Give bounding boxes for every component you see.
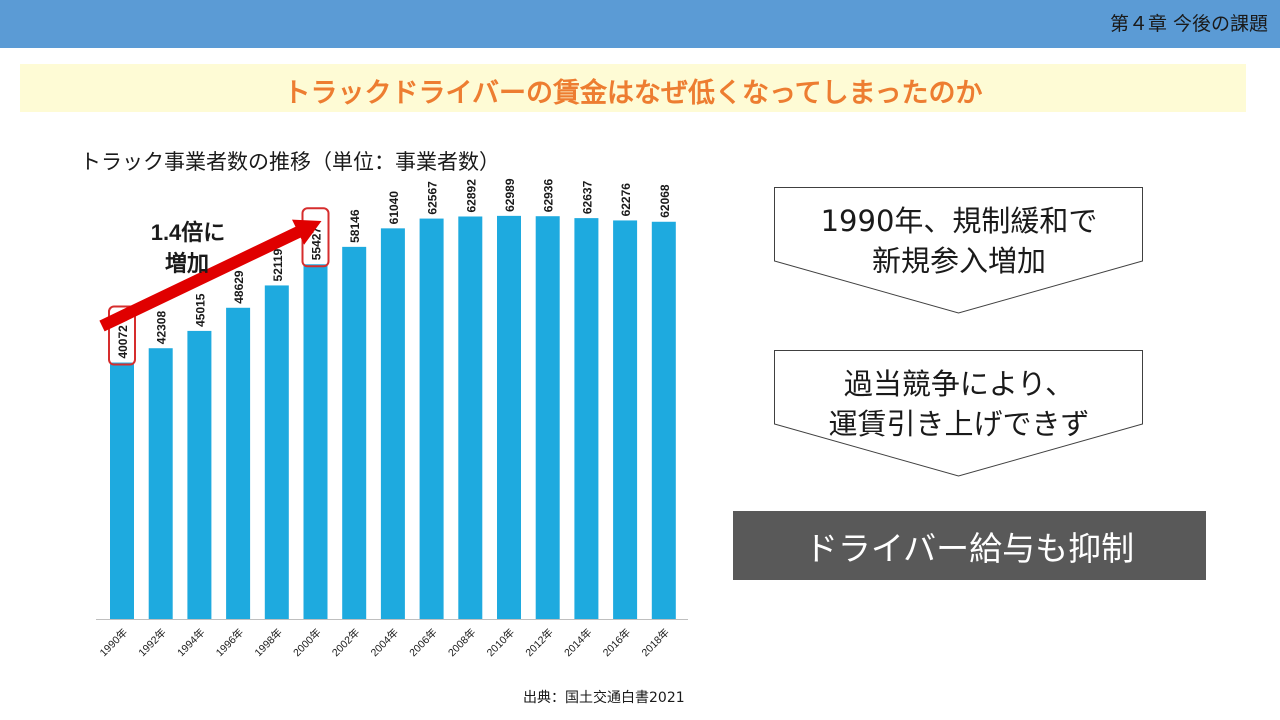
bar-2002年 bbox=[342, 246, 367, 619]
bar-2010年 bbox=[497, 215, 521, 619]
callout-1-line-1: 1990年、規制緩和で bbox=[820, 204, 1098, 238]
bar-1990年 bbox=[110, 362, 134, 619]
annotation-line-2: 増加 bbox=[165, 251, 209, 276]
bar-2008年 bbox=[458, 216, 483, 619]
header-bar: 第４章 今後の課題 bbox=[0, 0, 1280, 48]
x-tick-2002年: 2002年 bbox=[329, 626, 362, 659]
value-label-2004年: 61040 bbox=[387, 191, 401, 225]
callout-1-line-2: 新規参入増加 bbox=[871, 244, 1046, 278]
value-labels-group: 40072 42308 45015 48629 52119 55427 58146 61040… bbox=[108, 178, 672, 366]
value-label-2012年: 62936 bbox=[542, 179, 556, 213]
page-title: トラックドライバーの賃金はなぜ低くなってしまったのか bbox=[283, 78, 983, 109]
value-label-2018年: 62068 bbox=[658, 184, 672, 218]
bar-1998年 bbox=[264, 285, 289, 619]
value-label-1992年: 42308 bbox=[155, 311, 169, 345]
callout-2-line-1: 過当競争により、 bbox=[843, 367, 1075, 401]
bar-2018年 bbox=[651, 221, 676, 619]
value-label-2000年: 55427 bbox=[310, 227, 324, 261]
x-tick-2018年: 2018年 bbox=[639, 626, 672, 659]
bar-1996年 bbox=[226, 307, 251, 619]
chapter-label: 第４章 今後の課題 bbox=[1109, 13, 1268, 35]
bar-2006年 bbox=[419, 218, 444, 619]
bar-2004年 bbox=[380, 228, 405, 619]
callout-2-line-2: 運賃引き上げできず bbox=[828, 407, 1090, 441]
bar-1994年 bbox=[187, 330, 212, 619]
growth-arrow bbox=[99, 219, 322, 332]
value-label-2016年: 62276 bbox=[619, 183, 633, 217]
highlight-box-1990年 bbox=[108, 305, 136, 366]
result-text: ドライバー給与も抑制 bbox=[804, 528, 1135, 568]
bar-2016年 bbox=[613, 220, 638, 619]
value-label-1990年: 40072 bbox=[116, 325, 130, 359]
value-label-1994年: 45015 bbox=[193, 293, 207, 327]
value-label-2006年: 62567 bbox=[426, 181, 440, 215]
value-label-2008年: 62892 bbox=[464, 179, 478, 213]
title-bar: トラックドライバーの賃金はなぜ低くなってしまったのか bbox=[20, 64, 1246, 112]
chart-caption: トラック事業者数の推移（単位：事業者数） bbox=[80, 150, 500, 174]
x-tick-labels-group: 1990年 1992年 1994年 1996年 1998年 2000年 2002年 2004年… bbox=[97, 626, 672, 659]
x-tick-2008年: 2008年 bbox=[445, 626, 478, 659]
bar-2012年 bbox=[535, 216, 560, 619]
x-tick-1998年: 1998年 bbox=[252, 626, 285, 659]
value-label-2010年: 62989 bbox=[503, 178, 517, 212]
x-tick-1990年: 1990年 bbox=[97, 626, 130, 659]
x-tick-2010年: 2010年 bbox=[484, 626, 517, 659]
callout-text-1: 1990年、規制緩和で 新規参入増加 bbox=[774, 201, 1144, 281]
bar-2014年 bbox=[574, 218, 599, 619]
bar-1992年 bbox=[148, 348, 173, 619]
x-tick-1994年: 1994年 bbox=[174, 626, 207, 659]
bars-group bbox=[96, 215, 688, 620]
result-box: ドライバー給与も抑制 bbox=[733, 511, 1206, 580]
x-tick-1996年: 1996年 bbox=[213, 626, 246, 659]
x-tick-2014年: 2014年 bbox=[561, 626, 594, 659]
bar-chart: 40072 42308 45015 48629 52119 55427 58146 61040… bbox=[96, 178, 688, 659]
value-label-2014年: 62637 bbox=[580, 180, 594, 214]
x-tick-1992年: 1992年 bbox=[136, 626, 169, 659]
value-label-1998年: 52119 bbox=[271, 248, 285, 281]
x-tick-2000年: 2000年 bbox=[290, 626, 323, 659]
x-tick-2006年: 2006年 bbox=[407, 626, 440, 659]
callout-deregulation: 1990年、規制緩和で 新規参入増加 bbox=[774, 187, 1144, 315]
annotation-line-1: 1.4倍に bbox=[151, 220, 226, 245]
value-label-1996年: 48629 bbox=[232, 270, 246, 304]
callout-arrow-shape-1 bbox=[774, 187, 1143, 314]
x-tick-2004年: 2004年 bbox=[368, 626, 401, 659]
callout-arrow-shape-2 bbox=[774, 350, 1143, 477]
value-label-2002年: 58146 bbox=[348, 209, 362, 243]
x-tick-2012年: 2012年 bbox=[523, 626, 556, 659]
callout-competition: 過当競争により、 運賃引き上げできず bbox=[774, 350, 1144, 478]
source-note: 出典：国土交通白書2021 bbox=[523, 690, 685, 706]
bar-2000年 bbox=[303, 264, 328, 619]
callout-text-2: 過当競争により、 運賃引き上げできず bbox=[774, 364, 1144, 444]
x-tick-2016年: 2016年 bbox=[600, 626, 633, 659]
